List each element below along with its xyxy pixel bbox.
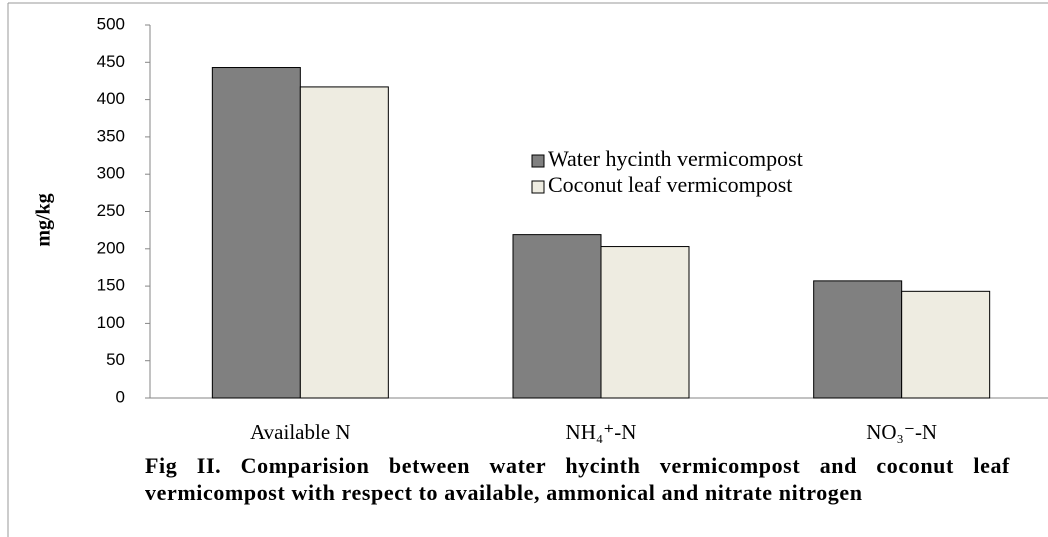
bar [211,67,301,399]
bar [901,290,991,399]
legend-label: Coconut leaf vermicompost [548,172,792,197]
caption: Fig II. Comparision between water hycint… [145,453,1010,505]
bar [600,246,690,399]
y-tick-label: 200 [97,238,125,257]
y-tick-label: 350 [97,126,125,145]
x-tick-label: Available N [250,420,351,444]
legend-swatch [531,180,545,194]
bar [299,86,389,399]
y-tick-label: 500 [97,14,125,33]
y-tick-label: 100 [97,313,125,332]
y-tick-label: 150 [97,276,125,295]
legend-label: Water hycinth vermicompost [548,146,803,171]
bar [813,280,903,399]
bar [512,234,602,399]
y-axis-label: mg/kg [33,193,55,246]
y-tick-label: 50 [106,350,125,369]
y-tick-label: 300 [97,164,125,183]
legend-swatch [531,154,545,168]
y-tick-label: 250 [97,201,125,220]
y-tick-label: 400 [97,89,125,108]
y-tick-label: 0 [116,387,125,406]
x-tick-label: NO₃⁻-N [866,420,937,444]
x-tick-label: NH₄⁺-N [566,420,637,444]
y-tick-label: 450 [97,52,125,71]
